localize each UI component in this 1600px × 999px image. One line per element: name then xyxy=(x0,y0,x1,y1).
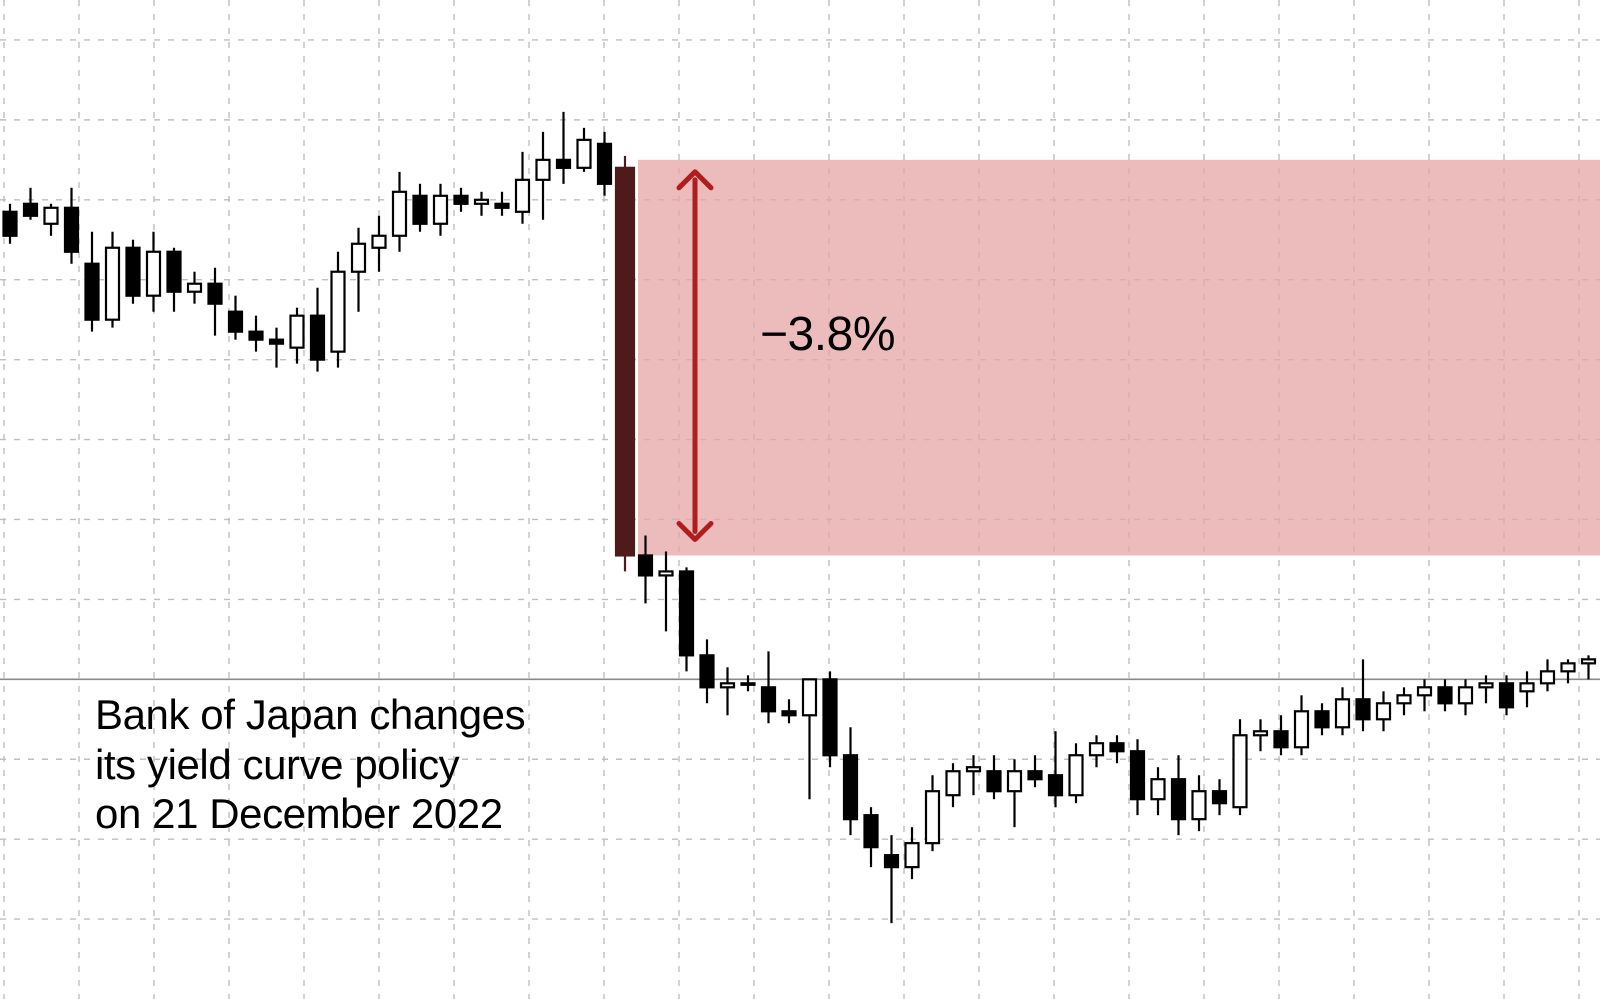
candlestick-chart: −3.8% Bank of Japan changesits yield cur… xyxy=(0,0,1600,999)
chart-svg xyxy=(0,0,1600,999)
caption-line: its yield curve policy xyxy=(95,740,525,790)
caption-line: Bank of Japan changes xyxy=(95,690,525,740)
chart-caption: Bank of Japan changesits yield curve pol… xyxy=(95,690,525,839)
drop-percent-label: −3.8% xyxy=(760,307,895,362)
caption-line: on 21 December 2022 xyxy=(95,789,525,839)
